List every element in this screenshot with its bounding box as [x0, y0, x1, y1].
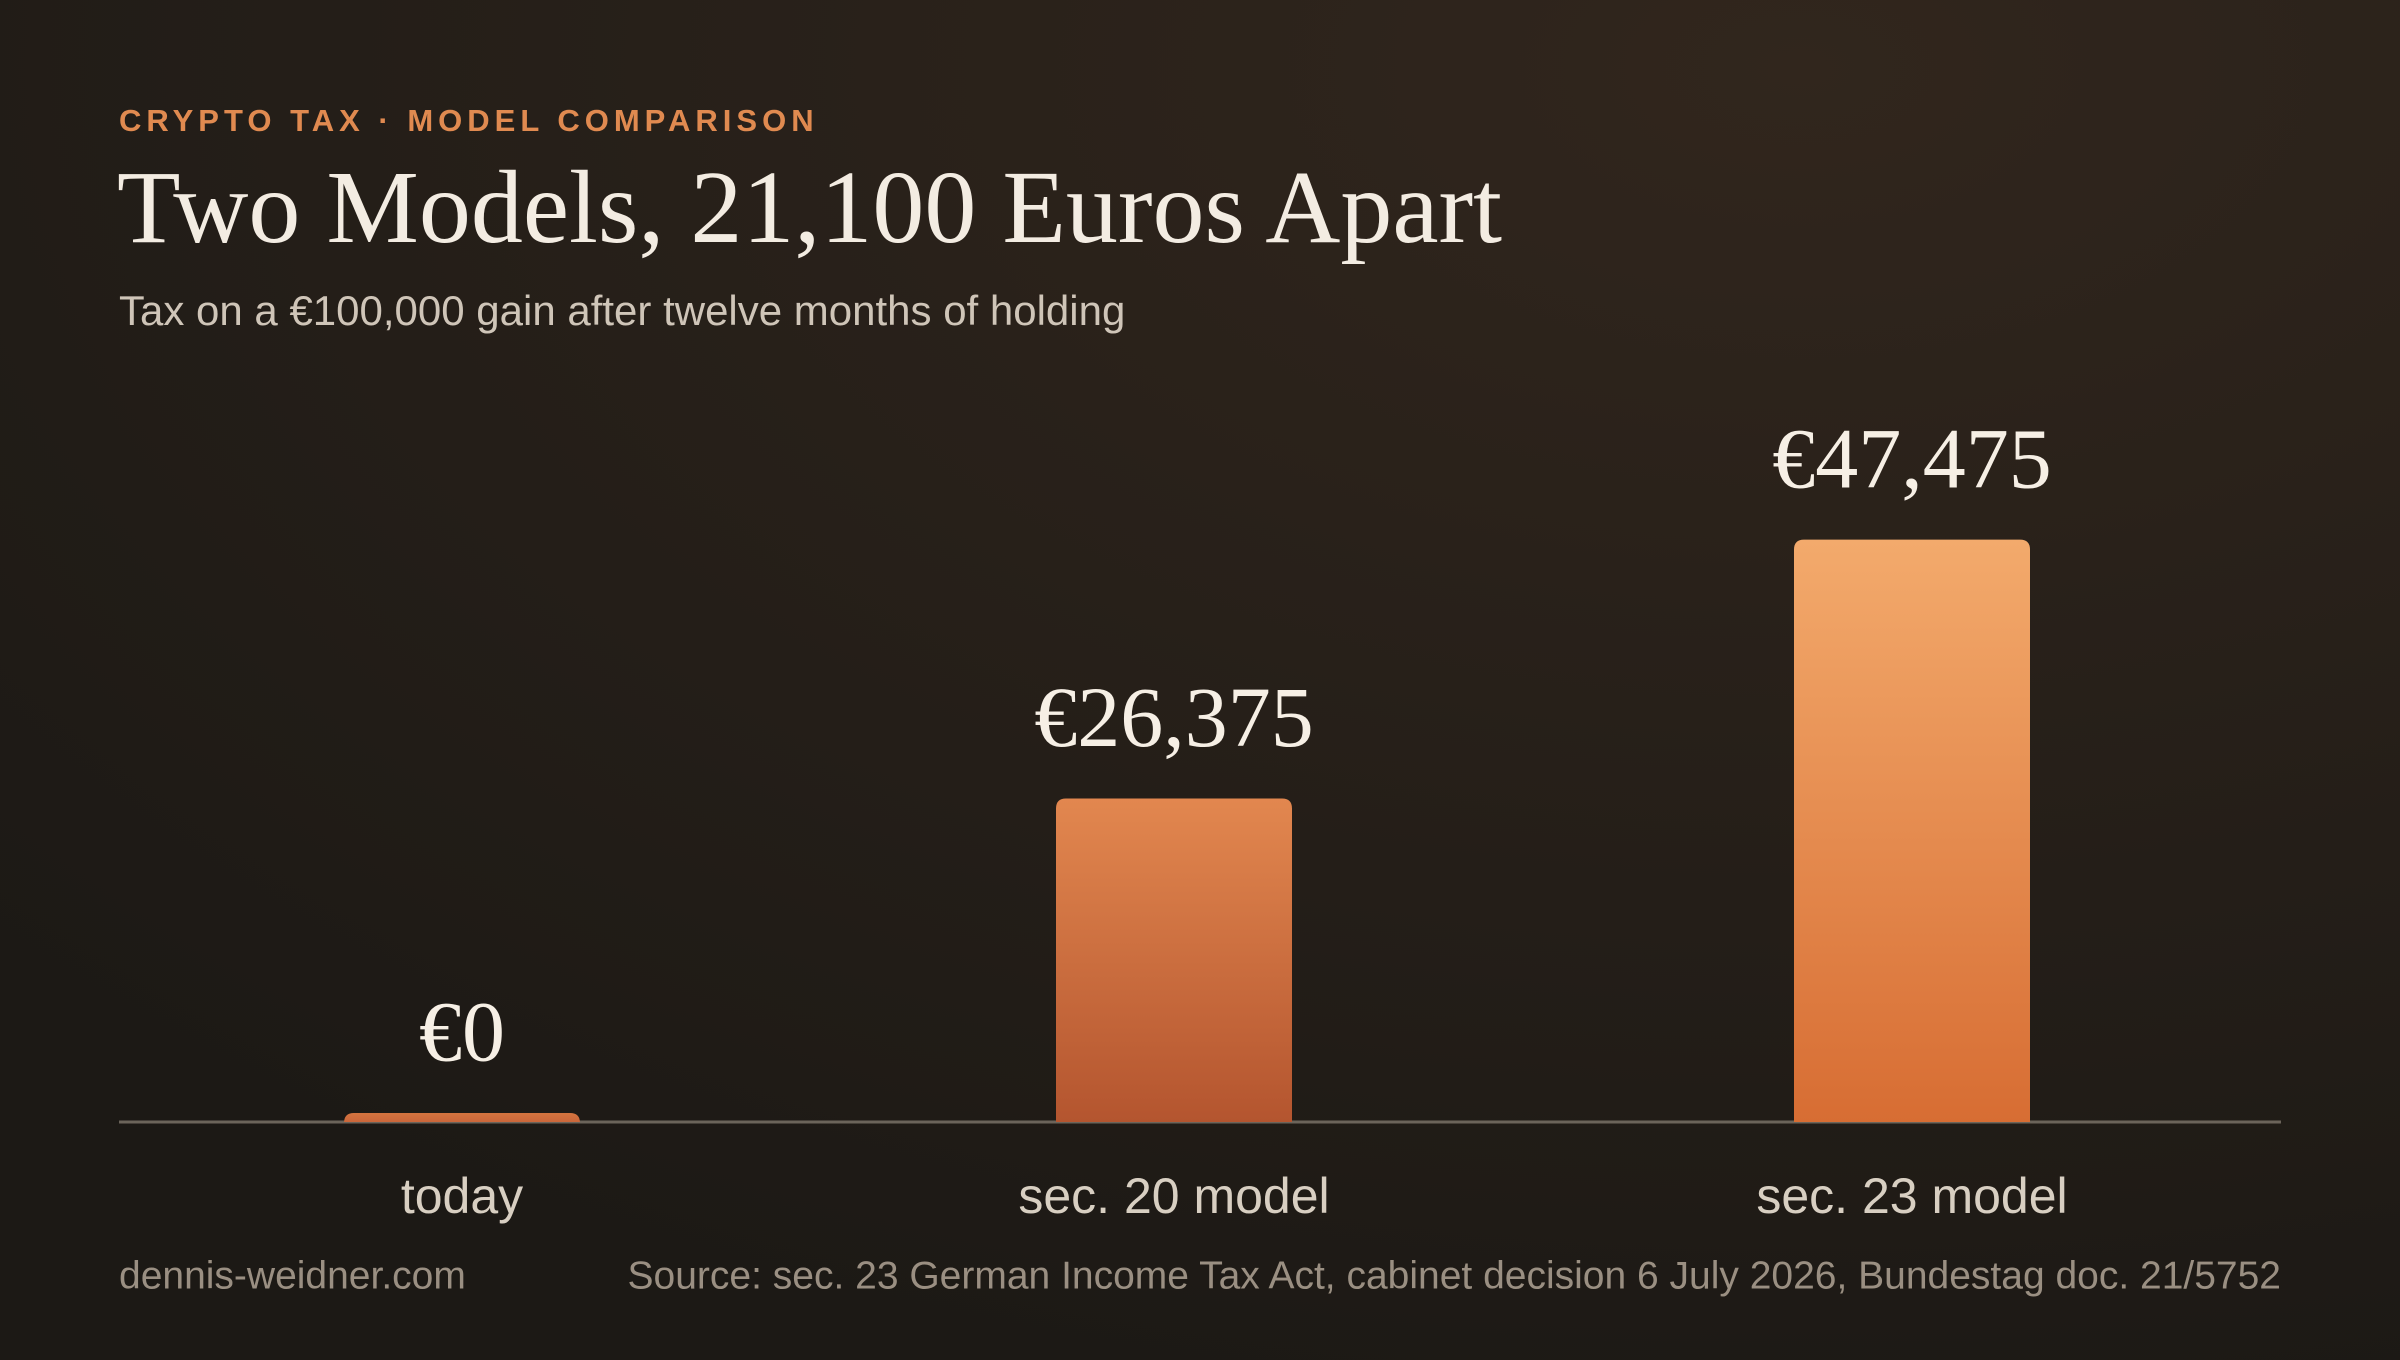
bar [1794, 539, 2030, 1122]
x-tick-label: sec. 20 model [1018, 1168, 1329, 1224]
bar [1056, 798, 1292, 1122]
source: Source: sec. 23 German Income Tax Act, c… [628, 1254, 2281, 1297]
value-label: €26,375 [1034, 669, 1314, 765]
chart-title: Two Models, 21,100 Euros Apart [117, 150, 1502, 265]
x-tick-label: today [401, 1168, 523, 1224]
bar [344, 1113, 580, 1123]
eyebrow: CRYPTO TAX · MODEL COMPARISON [119, 103, 819, 138]
x-tick-label: sec. 23 model [1756, 1168, 2067, 1224]
subtitle: Tax on a €100,000 gain after twelve mont… [119, 287, 1125, 334]
value-label: €47,475 [1772, 410, 2052, 506]
site: dennis-weidner.com [119, 1254, 466, 1297]
value-label: €0 [419, 984, 505, 1080]
